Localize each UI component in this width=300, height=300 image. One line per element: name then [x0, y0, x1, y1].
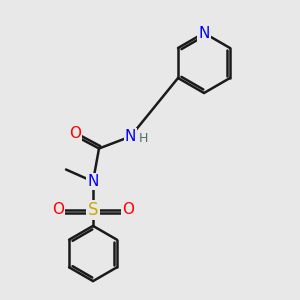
Text: O: O — [52, 202, 64, 217]
Text: N: N — [198, 26, 210, 40]
Text: O: O — [69, 126, 81, 141]
Text: N: N — [87, 174, 99, 189]
Text: O: O — [122, 202, 134, 217]
Text: H: H — [138, 132, 148, 146]
Text: N: N — [125, 129, 136, 144]
Text: S: S — [88, 201, 98, 219]
